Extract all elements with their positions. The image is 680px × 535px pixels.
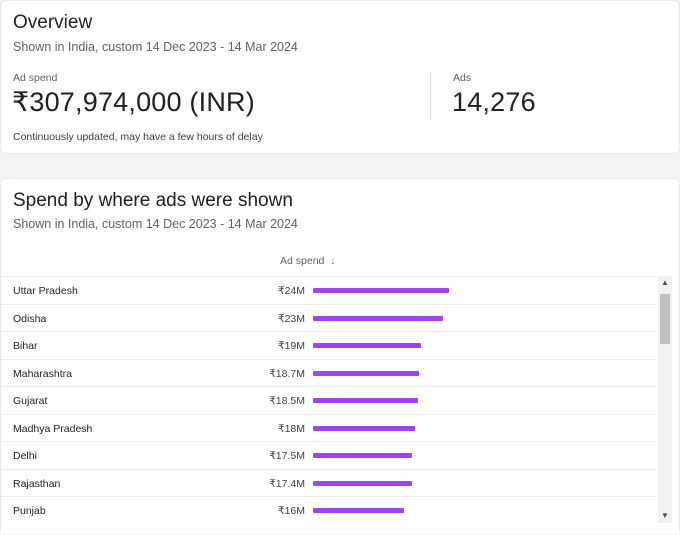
table-row: Delhi ₹17.5M xyxy=(1,441,656,469)
row-spend-bar xyxy=(313,508,404,513)
row-spend-value: ₹18M xyxy=(277,422,305,435)
table-row: Rajasthan ₹17.4M xyxy=(1,468,656,497)
row-spend-value: ₹17.4M xyxy=(269,477,305,490)
row-location-label: Uttar Pradesh xyxy=(13,285,78,297)
table-row: Maharashtra ₹18.7M xyxy=(1,358,656,387)
overview-subtitle: Shown in India, custom 14 Dec 2023 - 14 … xyxy=(13,40,298,54)
update-note: Continuously updated, may have a few hou… xyxy=(13,131,263,143)
table-row: Bihar ₹19M xyxy=(1,331,656,359)
row-spend-value: ₹23M xyxy=(277,312,305,325)
ads-label: Ads xyxy=(453,72,472,84)
table-scrollbar[interactable]: ▲ ▼ xyxy=(658,276,672,523)
row-spend-bar xyxy=(313,315,444,321)
row-spend-value: ₹19M xyxy=(277,340,305,352)
ad-spend-label: Ad spend xyxy=(13,72,58,84)
row-location-label: Bihar xyxy=(13,340,38,352)
row-spend-bar xyxy=(313,425,415,431)
row-location-label: Delhi xyxy=(13,450,37,462)
row-location-label: Madhya Pradesh xyxy=(13,422,93,435)
ad-spend-value: ₹307,974,000 (INR) xyxy=(12,87,255,117)
spend-table: Uttar Pradesh ₹24M Odisha ₹23M Bihar ₹19M Maha… xyxy=(1,276,656,535)
row-spend-bar xyxy=(313,453,413,458)
table-row: Gujarat ₹18.5M xyxy=(1,386,656,414)
row-spend-value: ₹18.7M xyxy=(269,367,305,380)
row-spend-value: ₹16M xyxy=(277,505,305,517)
row-spend-bar xyxy=(313,370,419,376)
scroll-up-icon[interactable]: ▲ xyxy=(661,278,669,287)
column-header-label: Ad spend xyxy=(280,255,325,267)
row-spend-bar xyxy=(313,343,421,348)
spend-subtitle: Shown in India, custom 14 Dec 2023 - 14 … xyxy=(13,217,298,231)
spend-title: Spend by where ads were shown xyxy=(13,190,293,211)
row-location-label: Maharashtra xyxy=(13,367,72,380)
row-spend-value: ₹17.5M xyxy=(269,450,305,462)
scroll-down-icon[interactable]: ▼ xyxy=(661,511,669,520)
row-location-label: Gujarat xyxy=(13,395,48,407)
row-location-label: Punjab xyxy=(13,505,46,517)
ads-value: 14,276 xyxy=(452,87,536,117)
overview-card: Overview Shown in India, custom 14 Dec 2… xyxy=(0,0,680,154)
row-spend-value: ₹24M xyxy=(277,285,305,297)
row-spend-bar xyxy=(313,398,418,403)
scrollbar-thumb[interactable] xyxy=(660,294,670,344)
table-row: Punjab ₹16M xyxy=(1,496,656,524)
row-location-label: Odisha xyxy=(13,312,47,325)
row-spend-bar xyxy=(313,480,412,486)
table-row: Uttar Pradesh ₹24M xyxy=(1,276,656,304)
metric-divider xyxy=(430,71,431,119)
arrow-down-icon[interactable]: ↓ xyxy=(330,256,336,267)
spend-by-location-card: Spend by where ads were shown Shown in I… xyxy=(0,178,680,534)
table-row: Odisha ₹23M xyxy=(1,303,656,332)
row-spend-value: ₹18.5M xyxy=(269,395,305,407)
ad-spend-column-header[interactable]: Ad spend ↓ xyxy=(280,255,335,267)
overview-title: Overview xyxy=(13,12,93,33)
table-row: Madhya Pradesh ₹18M xyxy=(1,413,656,442)
row-spend-bar xyxy=(313,288,449,293)
row-location-label: Rajasthan xyxy=(13,477,61,490)
